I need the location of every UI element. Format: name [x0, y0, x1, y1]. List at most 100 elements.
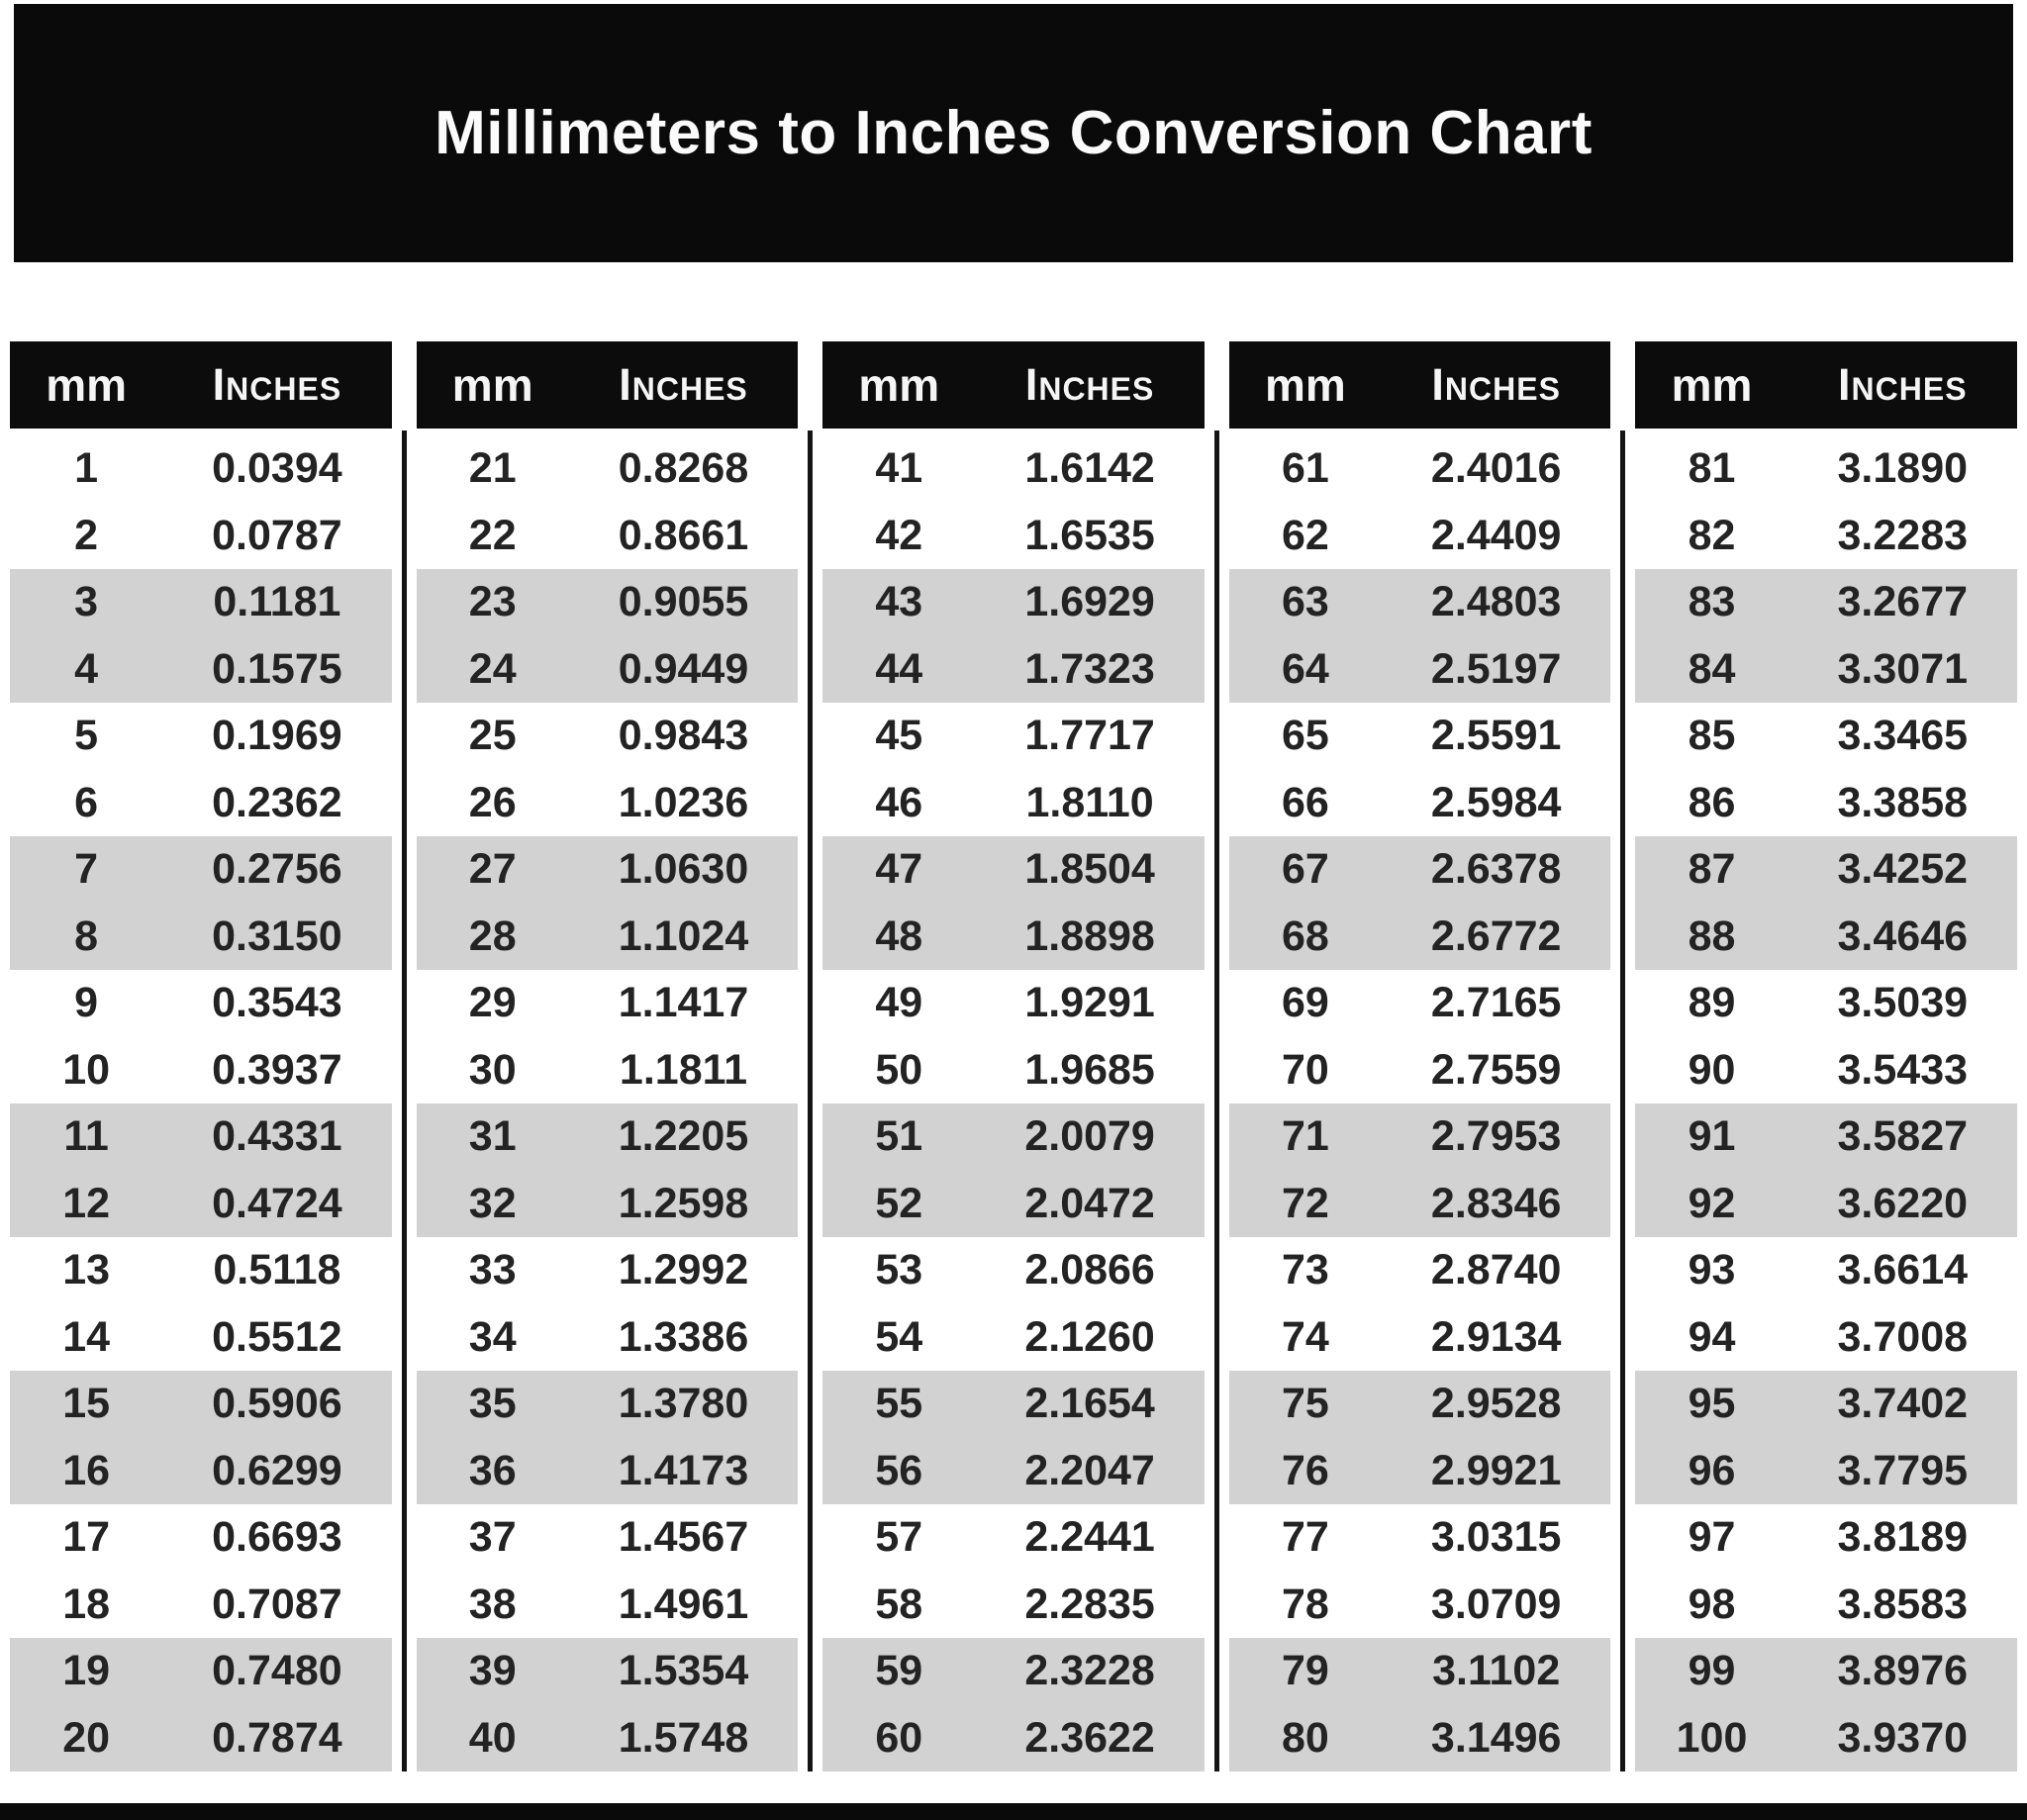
table-row: 37 1.4567: [417, 1504, 799, 1572]
table-row: 50 1.9685: [822, 1037, 1205, 1104]
inches-value: 2.5591: [1430, 712, 1562, 760]
mm-value: 27: [468, 845, 517, 894]
table-row: 14 0.5512: [10, 1304, 392, 1372]
table-row: 59 2.3228: [822, 1638, 1205, 1705]
mm-value: 15: [62, 1380, 111, 1428]
inches-value: 3.1890: [1837, 444, 1969, 493]
inches-value: 3.7008: [1837, 1312, 1969, 1361]
table-row: 23 0.9055: [416, 569, 799, 636]
table-row: 30 1.1811: [417, 1037, 799, 1104]
inches-value: 1.4961: [618, 1580, 749, 1628]
inches-value: 3.6220: [1837, 1179, 1969, 1227]
table-row: 69 2.7165: [1229, 970, 1611, 1037]
mm-value: 46: [875, 778, 923, 826]
table-row: 5 0.1969: [10, 703, 392, 770]
inches-value: 0.9055: [618, 578, 749, 626]
table-row: 78 3.0709: [1229, 1572, 1611, 1639]
mm-value: 43: [875, 578, 923, 626]
mm-value: 62: [1281, 511, 1329, 559]
mm-value: 26: [468, 778, 517, 826]
inches-value: 0.4724: [212, 1179, 342, 1227]
inches-value: 0.2756: [212, 845, 342, 894]
mm-value: 21: [468, 444, 517, 493]
inches-value: 0.4331: [212, 1112, 342, 1161]
mm-value: 97: [1688, 1513, 1736, 1562]
table-row: 75 2.9528: [1228, 1371, 1611, 1438]
table-row: 86 3.3858: [1635, 770, 2017, 837]
mm-value: 63: [1281, 578, 1329, 626]
table-row: 15 0.5906: [10, 1371, 392, 1438]
table-row: 44 1.7323: [822, 635, 1205, 703]
mm-value: 40: [468, 1713, 517, 1762]
mm-value: 78: [1281, 1580, 1329, 1628]
mm-column-header: mm: [1671, 359, 1753, 411]
mm-value: 89: [1688, 979, 1736, 1027]
table-row: 33 1.2992: [417, 1237, 799, 1304]
mm-value: 36: [468, 1446, 517, 1494]
mm-value: 98: [1688, 1580, 1736, 1628]
mm-value: 3: [74, 578, 99, 626]
inches-value: 3.8976: [1837, 1647, 1969, 1695]
table-row: 8 0.3150: [10, 903, 392, 970]
table-row: 18 0.7087: [10, 1572, 392, 1639]
mm-value: 4: [74, 644, 99, 693]
inches-value: 3.1496: [1430, 1713, 1562, 1762]
title-bar: Millimeters to Inches Conversion Chart: [14, 4, 2013, 262]
mm-value: 33: [468, 1246, 517, 1294]
table-row: 26 1.0236: [417, 770, 799, 837]
mm-value: 38: [468, 1580, 517, 1628]
mm-value: 22: [468, 511, 517, 559]
table-row: 42 1.6535: [822, 503, 1205, 570]
inches-value: 2.4016: [1430, 444, 1562, 493]
table-row: 9 0.3543: [10, 970, 392, 1037]
column-divider: [1213, 431, 1219, 1772]
inches-value: 3.9370: [1837, 1713, 1969, 1762]
mm-value: 93: [1688, 1246, 1736, 1294]
table-row: 6 0.2362: [10, 770, 392, 837]
mm-value: 80: [1281, 1713, 1329, 1762]
mm-value: 8: [74, 911, 99, 960]
inches-value: 2.4803: [1430, 578, 1562, 626]
table-row: 91 3.5827: [1635, 1103, 2017, 1171]
column-group-rows: 41 1.6142 42 1.6535 43 1.6929 44 1.7323 45 1.7717…: [822, 435, 1205, 1772]
mm-value: 77: [1281, 1513, 1329, 1562]
mm-value: 84: [1688, 644, 1736, 693]
inches-column-header: Inches: [1431, 359, 1561, 410]
inches-value: 2.8346: [1430, 1179, 1562, 1227]
inches-value: 3.0709: [1430, 1580, 1562, 1628]
mm-value: 90: [1688, 1045, 1736, 1094]
inches-value: 3.4252: [1837, 845, 1969, 894]
table-row: 17 0.6693: [10, 1504, 392, 1572]
inches-value: 3.2283: [1837, 511, 1969, 559]
table-row: 7 0.2756: [10, 836, 392, 904]
mm-value: 47: [875, 845, 923, 894]
column-group-header: mm Inches: [416, 341, 799, 429]
inches-value: 0.8661: [618, 511, 749, 559]
inches-column-header: Inches: [1838, 359, 1968, 410]
inches-value: 0.9843: [618, 712, 749, 760]
inches-value: 2.0866: [1024, 1246, 1155, 1294]
mm-value: 54: [875, 1312, 923, 1361]
mm-value: 30: [468, 1045, 517, 1094]
inches-value: 2.7559: [1430, 1045, 1562, 1094]
mm-value: 31: [468, 1112, 517, 1161]
inches-value: 2.6378: [1430, 845, 1562, 894]
mm-value: 48: [875, 911, 923, 960]
mm-value: 1: [74, 444, 99, 493]
mm-value: 79: [1281, 1647, 1329, 1695]
table-row: 57 2.2441: [822, 1504, 1205, 1572]
bottom-bar: [0, 1803, 2027, 1820]
table-row: 52 2.0472: [822, 1170, 1205, 1237]
inches-value: 2.5197: [1430, 644, 1562, 693]
mm-value: 87: [1688, 845, 1736, 894]
inches-value: 1.6142: [1024, 444, 1155, 493]
table-row: 51 2.0079: [822, 1103, 1205, 1171]
column-group-header: mm Inches: [1228, 341, 1611, 429]
mm-value: 55: [875, 1380, 923, 1428]
inches-value: 1.8110: [1025, 778, 1154, 826]
inches-value: 1.6535: [1024, 511, 1155, 559]
mm-value: 86: [1688, 778, 1736, 826]
mm-column-header: mm: [451, 359, 533, 411]
mm-value: 16: [62, 1446, 111, 1494]
inches-value: 0.7087: [212, 1580, 342, 1628]
